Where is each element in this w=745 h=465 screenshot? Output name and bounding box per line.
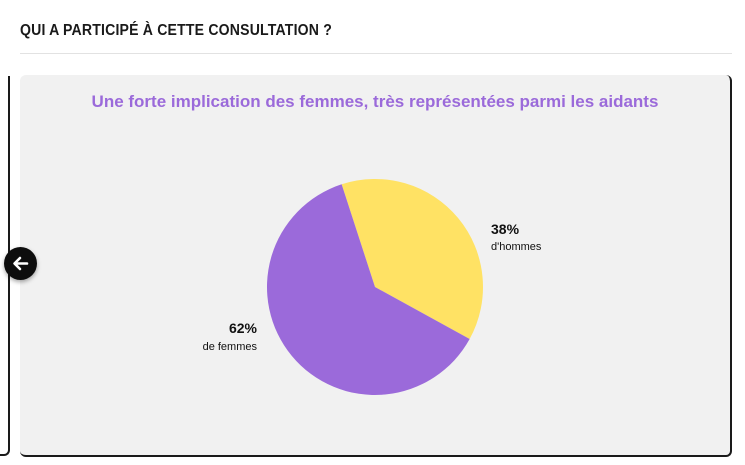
slice-women-percent: 62%	[229, 320, 258, 336]
previous-slide-button[interactable]	[4, 247, 37, 280]
pie-slice-women	[266, 184, 470, 396]
section-title: QUI A PARTICIPÉ À CETTE CONSULTATION ?	[20, 22, 333, 39]
arrow-left-icon	[13, 256, 29, 271]
slice-men-percent: 38%	[491, 221, 520, 237]
slice-women-label: de femmes	[203, 341, 258, 353]
chart-title: Une forte implication des femmes, très r…	[91, 92, 659, 111]
slice-men-label: d'hommes	[491, 241, 542, 253]
section-divider	[20, 53, 732, 54]
pie-slice-men	[341, 179, 483, 340]
